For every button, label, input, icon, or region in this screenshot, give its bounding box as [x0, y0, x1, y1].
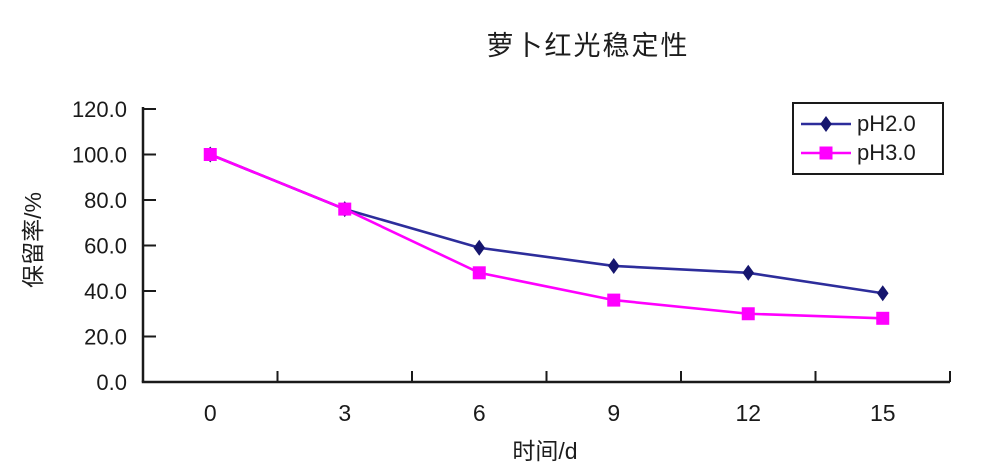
y-tick-label: 20.0 — [84, 325, 127, 350]
x-tick-label: 9 — [607, 400, 620, 426]
data-point-pH3-0 — [472, 266, 486, 280]
legend-entry: pH3.0 — [800, 139, 936, 165]
series-line-pH3-0 — [209, 153, 883, 320]
data-point-pH2-0 — [607, 257, 620, 274]
y-tick-label: 60.0 — [84, 234, 127, 259]
data-point-pH3-0 — [741, 307, 755, 321]
y-tick-label: 40.0 — [84, 279, 127, 304]
y-tick-label: 100.0 — [72, 143, 127, 168]
y-tick-label: 80.0 — [84, 188, 127, 213]
legend-label: pH3.0 — [857, 139, 916, 165]
data-point-pH3-0 — [203, 148, 217, 161]
legend: pH2.0 pH3.0 — [792, 102, 944, 175]
x-tick-label: 12 — [735, 400, 761, 426]
x-tick-label: 6 — [473, 400, 486, 426]
data-point-pH2-0 — [473, 239, 486, 256]
square-marker-icon — [801, 146, 851, 160]
legend-label: pH2.0 — [857, 111, 916, 137]
data-point-pH3-0 — [607, 293, 621, 307]
legend-entry: pH2.0 — [800, 112, 936, 136]
data-point-pH3-0 — [338, 202, 352, 216]
x-tick-label: 3 — [338, 400, 351, 426]
x-axis-title: 时间/d — [512, 438, 578, 464]
data-point-pH2-0 — [742, 264, 755, 281]
x-tick-label: 15 — [870, 400, 896, 426]
chart-title: 萝卜红光稳定性 — [486, 31, 690, 61]
data-point-pH2-0 — [876, 285, 889, 302]
y-tick-label: 0.0 — [96, 370, 127, 395]
series-line-pH2-0 — [209, 153, 883, 295]
x-tick-label: 0 — [204, 400, 217, 426]
diamond-marker-icon — [801, 116, 851, 133]
data-point-pH3-0 — [876, 311, 890, 325]
y-tick-label: 120.0 — [72, 97, 127, 122]
